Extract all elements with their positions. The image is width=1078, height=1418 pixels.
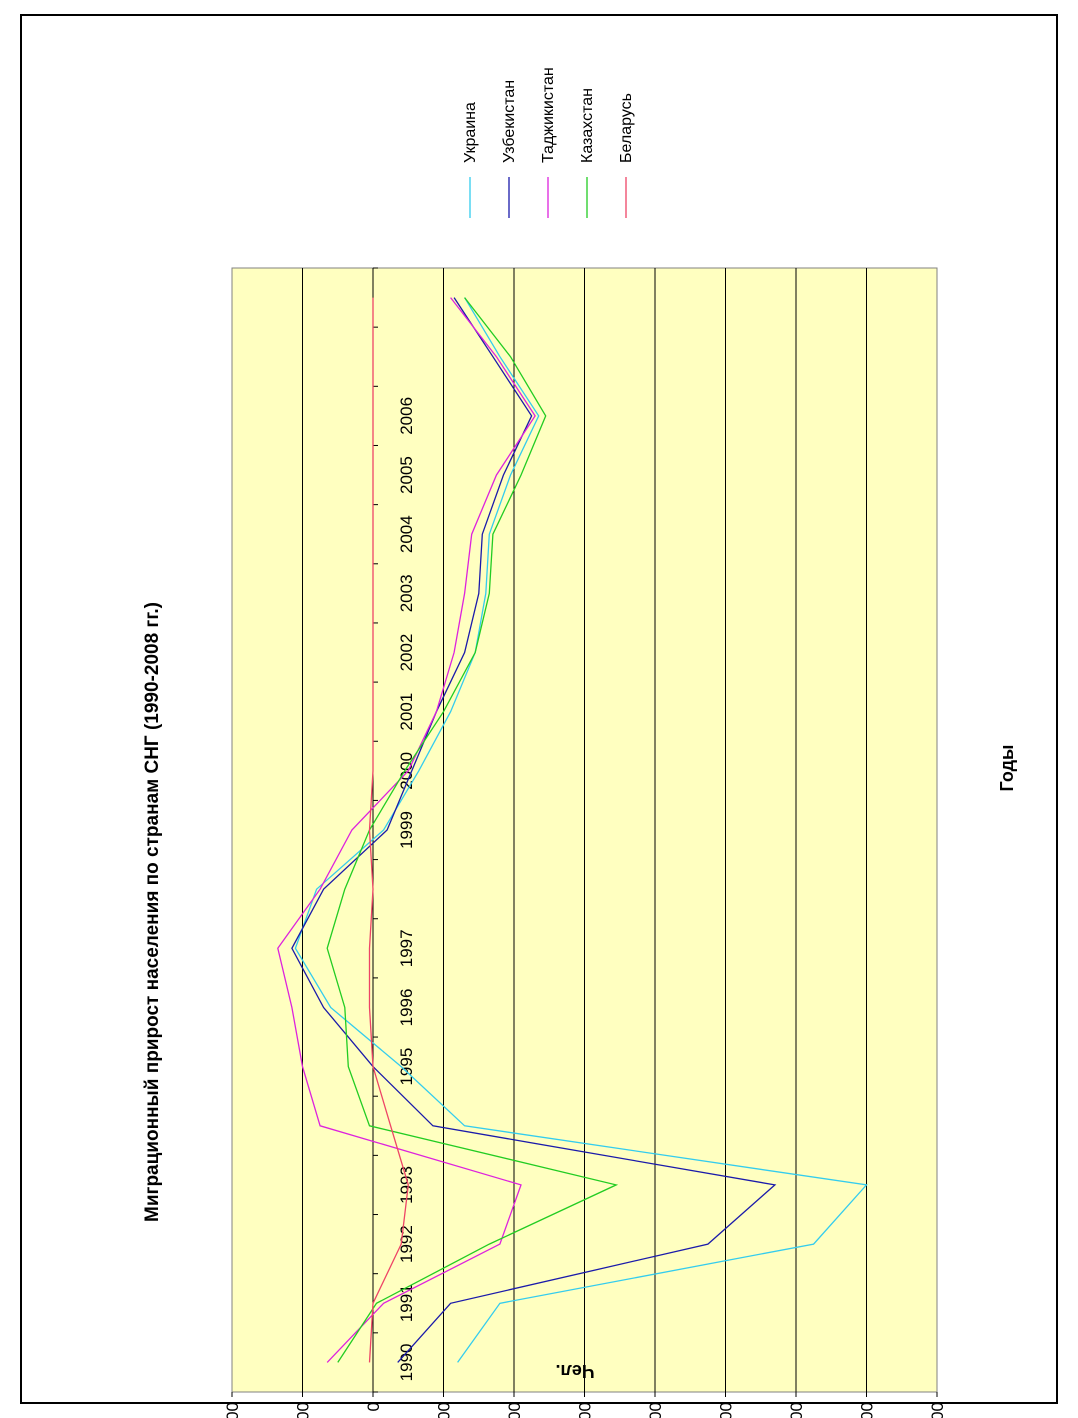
legend-label: Украина — [462, 102, 479, 163]
y-axis-title: Чел. — [555, 1361, 594, 1381]
value-tick-label: -2 000 — [435, 1402, 454, 1418]
category-label: 1990 — [397, 1344, 416, 1382]
category-label: 1995 — [397, 1048, 416, 1086]
value-tick-label: -6 000 — [576, 1402, 595, 1418]
plot-area: 4 000 2 000 0 -2 000 -4 000 -6 000 -8 000 -10 0… — [223, 267, 947, 1418]
legend-label: Таджикистан — [540, 67, 557, 163]
x-axis-title: Годы — [997, 745, 1017, 792]
value-tick-label: -8 000 — [646, 1402, 665, 1418]
chart-frame — [20, 14, 1058, 1404]
category-label: 2001 — [397, 693, 416, 731]
category-label: 1991 — [397, 1284, 416, 1322]
series-line — [277, 297, 536, 1363]
legend-label: Беларусь — [618, 93, 635, 163]
category-label: 2004 — [397, 515, 416, 553]
value-tick-label: 4 000 — [223, 1402, 242, 1418]
series-line — [368, 297, 409, 1363]
value-tick-label: -10 000 — [717, 1402, 736, 1418]
series-line — [294, 297, 868, 1363]
category-label: 2002 — [397, 634, 416, 672]
value-tick-label: 2 000 — [294, 1402, 313, 1418]
category-label: 1999 — [397, 811, 416, 849]
category-label: 2006 — [397, 397, 416, 435]
category-label: 1996 — [397, 989, 416, 1027]
category-label: 1992 — [397, 1225, 416, 1263]
chart-title: Миграционный прирост населения по страна… — [142, 602, 163, 1222]
value-tick-label: -14 000 — [858, 1402, 877, 1418]
category-label: 1993 — [397, 1166, 416, 1204]
legend-label: Казахстан — [579, 88, 596, 163]
category-label: 1997 — [397, 929, 416, 967]
value-tick-label: 0 — [364, 1402, 383, 1411]
value-tick-label: -12 000 — [787, 1402, 806, 1418]
value-tick-label: -16 000 — [928, 1402, 947, 1418]
value-tick-label: -4 000 — [505, 1402, 524, 1418]
category-label: 2005 — [397, 456, 416, 494]
legend-label: Узбекистан — [501, 80, 518, 163]
legend: Украина Узбекистан Таджикистан Казахстан Бел… — [462, 67, 635, 218]
category-label: 2003 — [397, 574, 416, 612]
series-line — [291, 297, 777, 1363]
